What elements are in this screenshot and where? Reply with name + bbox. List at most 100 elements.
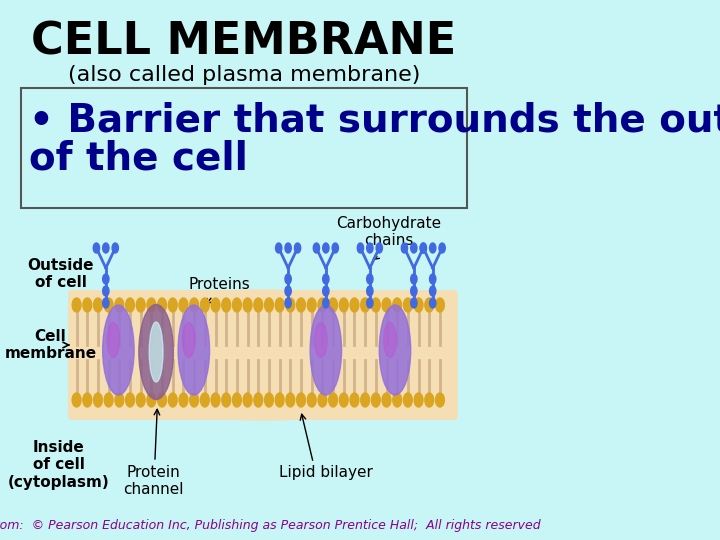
Circle shape <box>430 274 436 284</box>
Circle shape <box>72 298 81 312</box>
Circle shape <box>264 393 274 407</box>
Circle shape <box>410 243 417 253</box>
Circle shape <box>243 393 252 407</box>
Ellipse shape <box>310 305 341 395</box>
Circle shape <box>115 298 124 312</box>
Circle shape <box>436 298 444 312</box>
Circle shape <box>276 243 282 253</box>
Circle shape <box>147 298 156 312</box>
Circle shape <box>179 393 188 407</box>
Circle shape <box>200 298 210 312</box>
Circle shape <box>410 298 417 308</box>
Circle shape <box>350 298 359 312</box>
Circle shape <box>430 298 436 308</box>
Circle shape <box>410 286 417 296</box>
Circle shape <box>332 243 338 253</box>
Circle shape <box>94 393 102 407</box>
Circle shape <box>318 393 327 407</box>
Text: Outside
of cell: Outside of cell <box>27 258 94 291</box>
Circle shape <box>125 298 135 312</box>
Circle shape <box>425 393 433 407</box>
Circle shape <box>323 286 329 296</box>
Circle shape <box>115 393 124 407</box>
Text: Protein
channel: Protein channel <box>122 465 183 497</box>
Circle shape <box>318 298 327 312</box>
Circle shape <box>136 298 145 312</box>
Circle shape <box>179 298 188 312</box>
Circle shape <box>414 298 423 312</box>
Circle shape <box>190 298 199 312</box>
Circle shape <box>361 393 369 407</box>
Text: Lipid bilayer: Lipid bilayer <box>279 465 373 480</box>
Circle shape <box>190 393 199 407</box>
Circle shape <box>158 393 166 407</box>
Circle shape <box>382 393 391 407</box>
Ellipse shape <box>178 305 210 395</box>
Circle shape <box>243 298 252 312</box>
Circle shape <box>297 393 305 407</box>
Circle shape <box>285 298 292 308</box>
Circle shape <box>430 243 436 253</box>
Circle shape <box>350 393 359 407</box>
Circle shape <box>233 393 241 407</box>
Text: Proteins: Proteins <box>188 277 250 292</box>
Circle shape <box>420 243 426 253</box>
Circle shape <box>403 298 413 312</box>
Circle shape <box>430 286 436 296</box>
Circle shape <box>103 274 109 284</box>
Circle shape <box>439 243 445 253</box>
Circle shape <box>339 393 348 407</box>
Circle shape <box>254 393 263 407</box>
Circle shape <box>94 243 99 253</box>
Circle shape <box>372 298 380 312</box>
Text: (also called plasma membrane): (also called plasma membrane) <box>68 65 420 85</box>
Circle shape <box>410 274 417 284</box>
Circle shape <box>414 393 423 407</box>
Circle shape <box>222 393 230 407</box>
Circle shape <box>323 298 329 308</box>
Ellipse shape <box>379 305 410 395</box>
Circle shape <box>83 298 91 312</box>
Circle shape <box>211 393 220 407</box>
Circle shape <box>211 298 220 312</box>
Circle shape <box>382 298 391 312</box>
Circle shape <box>103 243 109 253</box>
Circle shape <box>275 298 284 312</box>
Circle shape <box>313 243 320 253</box>
Circle shape <box>366 243 373 253</box>
Circle shape <box>425 298 433 312</box>
Circle shape <box>366 298 373 308</box>
Circle shape <box>168 393 177 407</box>
Ellipse shape <box>139 305 174 400</box>
Circle shape <box>285 286 292 296</box>
Circle shape <box>103 286 109 296</box>
Ellipse shape <box>71 290 455 420</box>
Circle shape <box>147 393 156 407</box>
Text: of the cell: of the cell <box>29 139 248 177</box>
Circle shape <box>401 243 408 253</box>
Circle shape <box>264 298 274 312</box>
Circle shape <box>158 298 166 312</box>
Circle shape <box>307 393 316 407</box>
Text: • Barrier that surrounds the outside: • Barrier that surrounds the outside <box>29 101 720 139</box>
Circle shape <box>94 298 102 312</box>
Circle shape <box>393 393 402 407</box>
Circle shape <box>372 393 380 407</box>
Ellipse shape <box>315 322 327 357</box>
Circle shape <box>323 274 329 284</box>
Circle shape <box>275 393 284 407</box>
Circle shape <box>339 298 348 312</box>
Ellipse shape <box>107 322 120 357</box>
Circle shape <box>328 393 338 407</box>
Circle shape <box>285 243 292 253</box>
FancyBboxPatch shape <box>68 290 458 420</box>
Circle shape <box>307 298 316 312</box>
Circle shape <box>376 243 382 253</box>
Circle shape <box>200 393 210 407</box>
Circle shape <box>436 393 444 407</box>
Circle shape <box>286 393 294 407</box>
Circle shape <box>323 243 329 253</box>
Circle shape <box>366 274 373 284</box>
Circle shape <box>222 298 230 312</box>
FancyBboxPatch shape <box>21 88 467 208</box>
